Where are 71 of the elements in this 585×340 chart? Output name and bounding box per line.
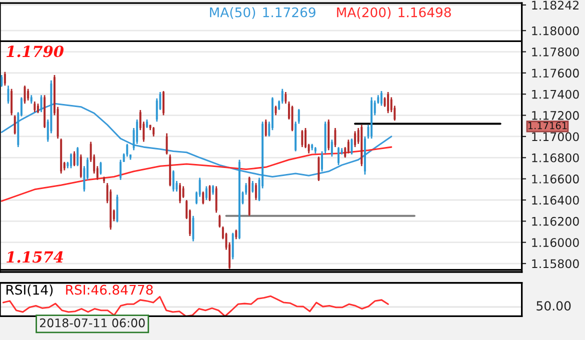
y-tick-label: 1.16200	[532, 216, 579, 226]
candlestick	[73, 150, 76, 167]
candlestick	[350, 138, 353, 156]
candlestick	[4, 71, 6, 86]
candlestick	[291, 105, 294, 132]
candlestick	[254, 182, 257, 201]
candlestick	[321, 150, 323, 172]
text: MA(50)	[210, 7, 256, 19]
candlestick	[330, 138, 333, 158]
candlestick	[318, 156, 320, 182]
y-tick-label: 1.18000	[532, 26, 579, 36]
candlestick	[205, 186, 208, 201]
candlestick	[80, 154, 82, 178]
candlestick	[215, 186, 218, 214]
candlestick	[208, 184, 211, 202]
text: 50.00	[536, 301, 571, 311]
candlestick	[235, 228, 238, 240]
y-tick-label: 1.15800	[532, 259, 579, 268]
candlestick	[232, 232, 234, 260]
candlestick	[380, 90, 382, 106]
candlestick	[301, 129, 304, 148]
candlestick	[70, 152, 72, 169]
candlestick	[334, 127, 336, 148]
candlestick	[36, 102, 39, 114]
y-tick-label: 1.17200	[532, 111, 579, 120]
candlestick	[252, 180, 254, 194]
candlestick	[27, 88, 30, 102]
y-tick-label: 1.16600	[532, 174, 579, 184]
candlestick	[166, 132, 168, 156]
candlestick	[274, 105, 277, 116]
y-tick-label: 1.17800	[532, 47, 579, 56]
text: 2018-07-11 06:00	[40, 318, 145, 328]
candlestick	[100, 161, 102, 176]
candlestick	[387, 91, 390, 114]
candlestick	[182, 186, 184, 199]
candlestick	[338, 146, 340, 166]
y-tick-label: 1.16800	[532, 153, 579, 162]
annotation: 1.16498	[398, 7, 451, 18]
candlestick	[192, 215, 194, 242]
y-tick-label: 1.17000	[532, 132, 579, 142]
candlestick	[34, 100, 36, 113]
y-tick-label: 1.17600	[532, 68, 579, 78]
text: MA(200)	[337, 7, 391, 19]
candlestick	[202, 190, 204, 205]
candlestick	[76, 146, 79, 167]
candlestick	[0, 74, 3, 88]
candlestick	[384, 96, 386, 108]
y-tick-label: 1.17400	[532, 90, 579, 99]
ref-line-label: 1.1790	[6, 46, 64, 58]
candlestick	[162, 90, 164, 116]
annotation: 1.17269	[263, 7, 316, 18]
candlestick	[179, 182, 181, 204]
candlestick	[284, 91, 287, 104]
candlestick	[212, 184, 214, 196]
chart-subtitle: RSI:46.84778	[66, 284, 153, 295]
candlestick	[354, 130, 356, 148]
chart-title: RSI(14)	[6, 284, 53, 296]
candlestick	[10, 88, 13, 116]
candlestick	[14, 114, 16, 136]
candlestick	[120, 159, 122, 181]
y-tick-label: 1.16000	[532, 238, 579, 248]
y-tick-label: 1.16400	[532, 196, 579, 205]
candlestick	[347, 138, 350, 154]
ref-line-label: 1.1574	[6, 251, 64, 263]
candlestick	[264, 118, 267, 138]
text: 1.17161	[528, 122, 567, 130]
candlestick	[24, 84, 26, 104]
line-series	[0, 146, 392, 202]
candlestick	[152, 126, 155, 138]
candlestick	[172, 170, 174, 192]
y-tick-label: 1.18242	[532, 0, 578, 10]
